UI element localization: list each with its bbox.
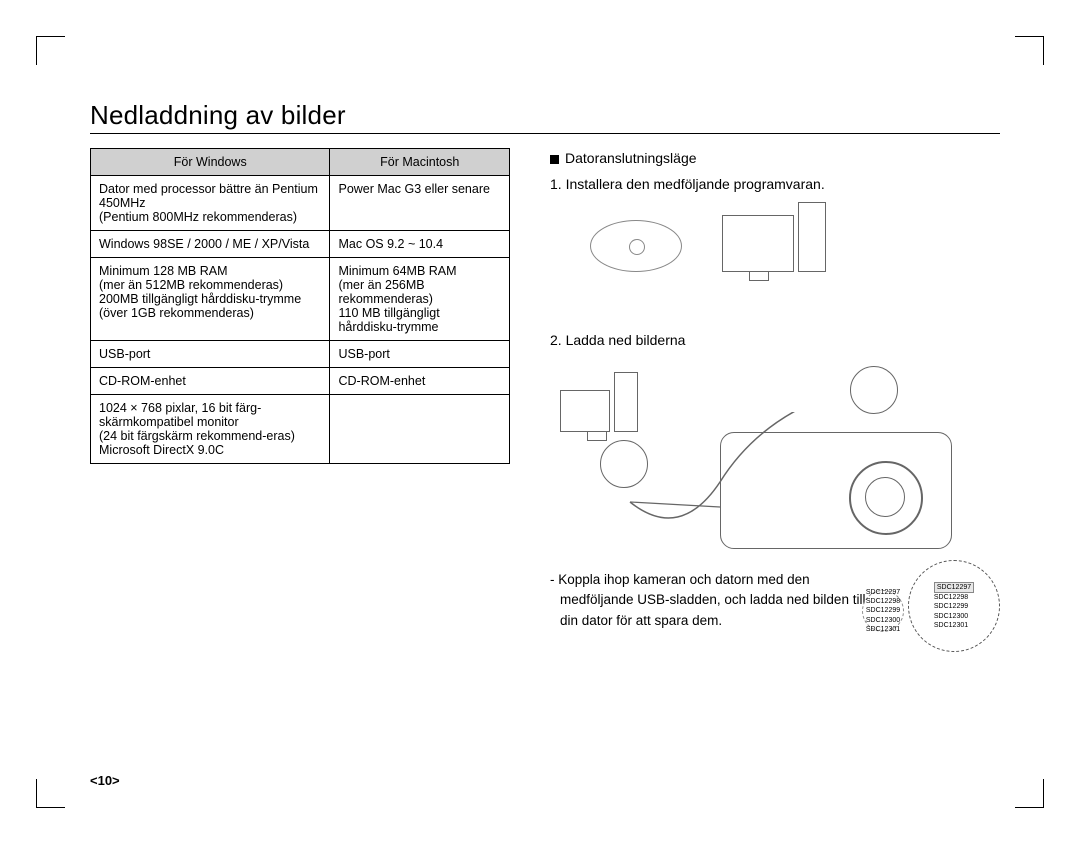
cell-win: 1024 × 768 pixlar, 16 bit färg-skärmkomp… bbox=[91, 395, 330, 464]
crop-mark bbox=[36, 36, 65, 65]
cell-win: USB-port bbox=[91, 341, 330, 368]
step-2: 2. Ladda ned bilderna bbox=[550, 332, 1000, 348]
cd-icon bbox=[590, 220, 682, 272]
table-row: USB-port USB-port bbox=[91, 341, 510, 368]
spec-table-region: För Windows För Macintosh Dator med proc… bbox=[90, 148, 510, 652]
table-row: CD-ROM-enhet CD-ROM-enhet bbox=[91, 368, 510, 395]
spec-table: För Windows För Macintosh Dator med proc… bbox=[90, 148, 510, 464]
file-item: SDC12300 bbox=[866, 616, 900, 625]
monitor-icon bbox=[722, 215, 794, 272]
detail-circle-icon bbox=[850, 366, 898, 414]
cell-win: CD-ROM-enhet bbox=[91, 368, 330, 395]
table-row: Minimum 128 MB RAM(mer än 512MB rekommen… bbox=[91, 258, 510, 341]
camera-lens-icon bbox=[849, 461, 923, 535]
illustration-download bbox=[550, 362, 1000, 552]
cell-mac: USB-port bbox=[330, 341, 510, 368]
cell-mac: Minimum 64MB RAM(mer än 256MB rekommende… bbox=[330, 258, 510, 341]
file-item: SDC12301 bbox=[934, 621, 974, 630]
cell-mac bbox=[330, 395, 510, 464]
cell-mac: Power Mac G3 eller senare bbox=[330, 176, 510, 231]
page-number: <10> bbox=[90, 773, 120, 788]
illustration-install bbox=[590, 202, 1000, 272]
cell-mac: Mac OS 9.2 ~ 10.4 bbox=[330, 231, 510, 258]
section-label: Datoranslutningsläge bbox=[550, 150, 1000, 166]
page-title: Nedladdning av bilder bbox=[90, 100, 1000, 134]
cell-win: Minimum 128 MB RAM(mer än 512MB rekommen… bbox=[91, 258, 330, 341]
file-list-small: SDC12297 SDC12298 SDC12299 SDC12300 SDC1… bbox=[862, 590, 904, 632]
file-list-large: SDC12297 SDC12298 SDC12299 SDC12300 SDC1… bbox=[908, 560, 1000, 652]
instructions-region: Datoranslutningsläge 1. Installera den m… bbox=[550, 148, 1000, 652]
note-text: - Koppla ihop kameran och datorn med den… bbox=[550, 570, 868, 631]
crop-mark bbox=[1015, 779, 1044, 808]
cell-win: Dator med processor bättre än Pentium 45… bbox=[91, 176, 330, 231]
camera-icon bbox=[720, 432, 952, 549]
cell-mac: CD-ROM-enhet bbox=[330, 368, 510, 395]
desktop-pc-icon bbox=[722, 202, 826, 272]
bullet-square-icon bbox=[550, 155, 559, 164]
monitor-icon bbox=[560, 390, 610, 432]
table-row: Windows 98SE / 2000 / ME / XP/Vista Mac … bbox=[91, 231, 510, 258]
file-item: SDC12298 bbox=[866, 597, 900, 606]
cell-win: Windows 98SE / 2000 / ME / XP/Vista bbox=[91, 231, 330, 258]
file-item: SDC12299 bbox=[934, 602, 974, 611]
crop-mark bbox=[1015, 36, 1044, 65]
col-macintosh: För Macintosh bbox=[330, 149, 510, 176]
step-1: 1. Installera den medföljande programvar… bbox=[550, 176, 1000, 192]
file-item: SDC12300 bbox=[934, 612, 974, 621]
section-label-text: Datoranslutningsläge bbox=[565, 150, 697, 166]
table-row: Dator med processor bättre än Pentium 45… bbox=[91, 176, 510, 231]
file-item-selected: SDC12297 bbox=[934, 582, 974, 593]
file-item: SDC12301 bbox=[866, 625, 900, 634]
tower-icon bbox=[798, 202, 826, 272]
col-windows: För Windows bbox=[91, 149, 330, 176]
crop-mark bbox=[36, 779, 65, 808]
table-row: 1024 × 768 pixlar, 16 bit färg-skärmkomp… bbox=[91, 395, 510, 464]
file-item: SDC12298 bbox=[934, 593, 974, 602]
file-item: SDC12299 bbox=[866, 606, 900, 615]
file-item: SDC12297 bbox=[866, 588, 900, 597]
file-list-magnifier: SDC12297 SDC12298 SDC12299 SDC12300 SDC1… bbox=[908, 560, 1000, 652]
